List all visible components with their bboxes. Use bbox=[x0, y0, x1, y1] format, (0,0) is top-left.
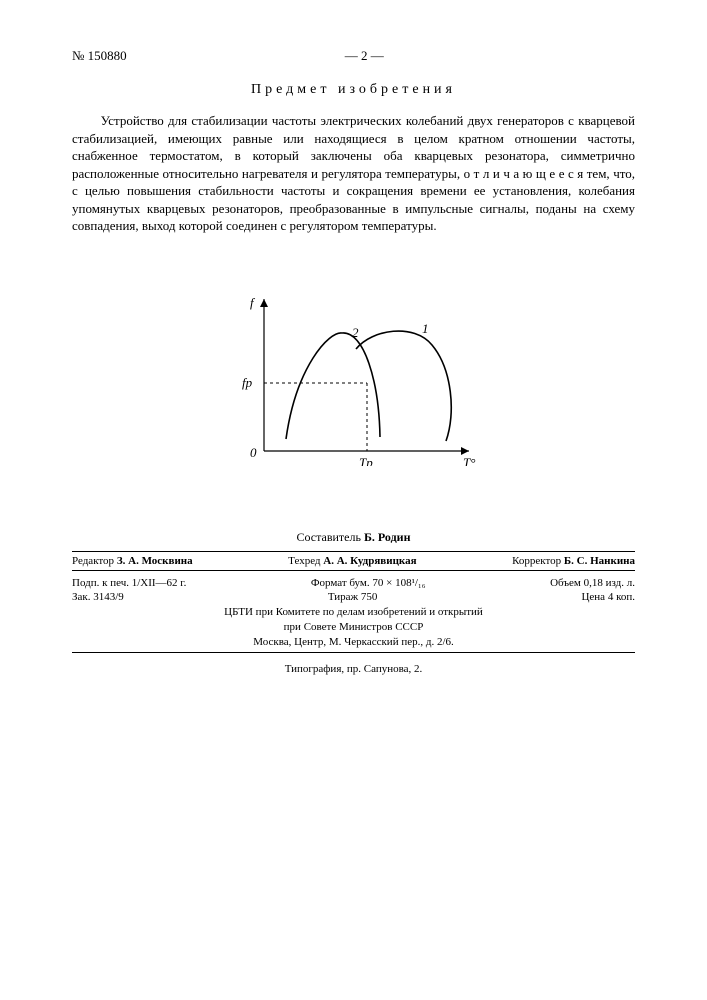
print-volume: Объем 0,18 изд. л. bbox=[550, 577, 635, 589]
print-address: Москва, Центр, М. Черкасский пер., д. 2/… bbox=[72, 636, 635, 648]
svg-text:f: f bbox=[250, 295, 256, 310]
svg-text:1: 1 bbox=[422, 321, 429, 336]
section-title: Предмет изобретения bbox=[72, 82, 635, 98]
corrector: Корректор Б. С. Нанкина bbox=[512, 555, 635, 567]
header: № 150880 — 2 — spacer bbox=[72, 48, 635, 64]
body-paragraph: Устройство для стабилизации частоты элек… bbox=[72, 112, 635, 235]
svg-text:fр: fр bbox=[242, 375, 253, 390]
tech-editor: Техред А. А. Кудрявицкая bbox=[288, 555, 416, 567]
frequency-temperature-chart: f T° 0 fр Tр 1 2 bbox=[224, 281, 484, 466]
patent-number: № 150880 bbox=[72, 48, 127, 64]
print-order: Зак. 3143/9 bbox=[72, 591, 124, 603]
svg-text:T°: T° bbox=[463, 455, 475, 466]
page-number: — 2 — bbox=[345, 48, 384, 64]
svg-text:0: 0 bbox=[250, 445, 257, 460]
composer-name: Б. Родин bbox=[364, 530, 411, 544]
print-signed: Подп. к печ. 1/XII—62 г. bbox=[72, 577, 186, 589]
print-price: Цена 4 коп. bbox=[581, 591, 635, 603]
credits-row: Редактор З. А. Москвина Техред А. А. Куд… bbox=[72, 551, 635, 571]
composer-label: Составитель bbox=[297, 530, 361, 544]
print-org2: при Совете Министров СССР bbox=[72, 621, 635, 633]
footer: Типография, пр. Сапунова, 2. bbox=[72, 663, 635, 675]
svg-text:2: 2 bbox=[352, 325, 359, 340]
svg-text:Tр: Tр bbox=[359, 455, 373, 466]
composer-line: Составитель Б. Родин bbox=[72, 530, 635, 545]
print-info: Подп. к печ. 1/XII—62 г. Формат бум. 70 … bbox=[72, 577, 635, 653]
print-org1: ЦБТИ при Комитете по делам изобретений и… bbox=[72, 606, 635, 618]
editor: Редактор З. А. Москвина bbox=[72, 555, 193, 567]
page: № 150880 — 2 — spacer Предмет изобретени… bbox=[0, 0, 707, 675]
chart-container: f T° 0 fр Tр 1 2 bbox=[72, 281, 635, 466]
print-tirage: Тираж 750 bbox=[328, 591, 378, 603]
print-format: Формат бум. 70 × 108¹/₁₆ bbox=[311, 577, 426, 589]
